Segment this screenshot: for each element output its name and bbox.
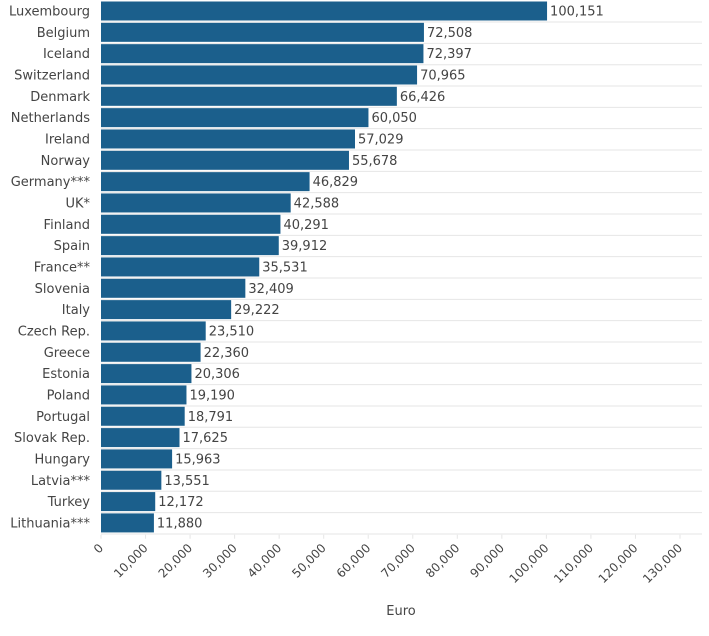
value-label: 15,963 <box>175 452 221 467</box>
x-tick-label: 110,000 <box>551 541 596 586</box>
x-tick-label: 40,000 <box>245 541 285 581</box>
value-label: 72,397 <box>426 47 472 62</box>
bar[interactable] <box>101 428 180 448</box>
category-label: Latvia*** <box>31 474 91 489</box>
x-tick-label: 80,000 <box>423 541 463 581</box>
value-label: 20,306 <box>194 367 240 382</box>
bar[interactable] <box>101 108 369 128</box>
bar[interactable] <box>101 385 187 405</box>
x-tick-label: 90,000 <box>467 541 507 581</box>
bar[interactable] <box>101 172 310 192</box>
value-label: 46,829 <box>313 175 359 190</box>
value-label: 32,409 <box>248 282 294 297</box>
category-label: Denmark <box>30 90 90 105</box>
category-label: Greece <box>44 346 90 361</box>
value-label: 29,222 <box>234 303 280 318</box>
bar[interactable] <box>101 150 349 170</box>
category-label: Czech Rep. <box>18 324 90 339</box>
category-label: Poland <box>47 388 90 403</box>
category-label: Turkey <box>47 495 91 510</box>
category-label: France** <box>34 260 91 275</box>
category-label: Hungary <box>34 452 90 467</box>
category-labels: Luxembourg Belgium Iceland Switzerland Denma… <box>9 5 91 532</box>
value-label: 19,190 <box>189 388 235 403</box>
bar[interactable] <box>101 321 206 341</box>
x-tick-label: 130,000 <box>640 541 685 586</box>
bar[interactable] <box>101 470 162 490</box>
x-tick-label: 0 <box>91 541 106 556</box>
bars <box>101 1 548 533</box>
x-tick-label: 60,000 <box>334 541 374 581</box>
bar[interactable] <box>101 300 232 320</box>
x-tick-label: 120,000 <box>596 541 641 586</box>
x-axis-ticks: 0 10,000 20,000 30,000 40,000 50,000 60,000 70,… <box>91 534 685 586</box>
value-label: 57,029 <box>358 132 404 147</box>
value-label: 55,678 <box>352 154 398 169</box>
bar[interactable] <box>101 65 418 85</box>
bar[interactable] <box>101 44 424 64</box>
category-label: Spain <box>54 239 90 254</box>
bar[interactable] <box>101 129 355 149</box>
value-label: 11,880 <box>157 516 203 531</box>
value-label: 12,172 <box>158 495 204 510</box>
bar[interactable] <box>101 492 156 512</box>
category-label: Switzerland <box>14 68 90 83</box>
category-label: Ireland <box>45 132 90 147</box>
category-label: Netherlands <box>11 111 90 126</box>
category-label: Italy <box>62 303 91 318</box>
category-label: Estonia <box>42 367 90 382</box>
value-label: 13,551 <box>164 474 210 489</box>
value-label: 23,510 <box>209 324 255 339</box>
value-label: 17,625 <box>182 431 228 446</box>
bar[interactable] <box>101 342 201 362</box>
bar[interactable] <box>101 449 173 469</box>
bar[interactable] <box>101 193 291 213</box>
bar[interactable] <box>101 22 424 42</box>
value-label: 100,151 <box>550 5 604 20</box>
bar[interactable] <box>101 86 397 106</box>
value-labels: 100,151 72,508 72,397 70,965 66,426 60,050 57,… <box>157 5 604 532</box>
bar[interactable] <box>101 214 281 234</box>
bar[interactable] <box>101 278 246 298</box>
category-label: UK* <box>65 196 90 211</box>
value-label: 35,531 <box>262 260 308 275</box>
bar[interactable] <box>101 406 185 426</box>
bar[interactable] <box>101 236 279 256</box>
x-tick-label: 70,000 <box>378 541 418 581</box>
x-tick-label: 20,000 <box>156 541 196 581</box>
value-label: 42,588 <box>294 196 340 211</box>
category-label: Germany*** <box>11 175 91 190</box>
value-label: 22,360 <box>204 346 250 361</box>
value-label: 70,965 <box>420 68 466 83</box>
category-label: Iceland <box>43 47 90 62</box>
x-tick-label: 50,000 <box>289 541 329 581</box>
category-label: Slovenia <box>35 282 90 297</box>
category-label: Slovak Rep. <box>14 431 90 446</box>
category-label: Norway <box>41 154 91 169</box>
value-label: 72,508 <box>427 26 473 41</box>
value-label: 66,426 <box>400 90 446 105</box>
category-label: Finland <box>44 218 90 233</box>
value-label: 18,791 <box>188 410 234 425</box>
bar[interactable] <box>101 513 154 533</box>
bar[interactable] <box>101 364 192 384</box>
x-tick-label: 10,000 <box>111 541 151 581</box>
x-tick-label: 30,000 <box>200 541 240 581</box>
bar[interactable] <box>101 257 260 277</box>
category-label: Lithuania*** <box>10 516 90 531</box>
category-label: Portugal <box>36 410 90 425</box>
x-tick-label: 100,000 <box>507 541 552 586</box>
bar[interactable] <box>101 1 548 21</box>
category-label: Luxembourg <box>9 5 90 20</box>
value-label: 40,291 <box>283 218 329 233</box>
category-label: Belgium <box>37 26 90 41</box>
value-label: 39,912 <box>282 239 328 254</box>
row-separators <box>101 21 702 535</box>
x-axis-label: Euro <box>386 604 416 619</box>
value-label: 60,050 <box>371 111 417 126</box>
